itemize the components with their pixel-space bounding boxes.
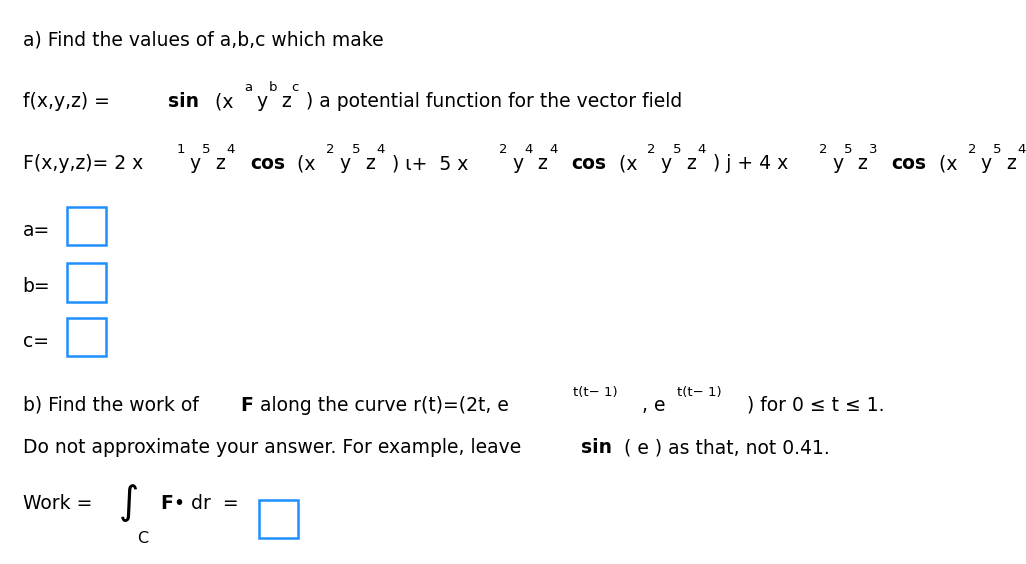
Text: a=: a=: [23, 221, 50, 240]
Text: y: y: [190, 154, 201, 173]
Text: ( e ) as that, not 0.41.: ( e ) as that, not 0.41.: [618, 438, 829, 457]
Text: (x: (x: [613, 154, 637, 173]
Text: y: y: [832, 154, 843, 173]
Text: a: a: [244, 81, 252, 94]
Text: z: z: [215, 154, 226, 173]
Text: (x: (x: [291, 154, 316, 173]
Text: 2: 2: [499, 143, 507, 156]
Text: 4: 4: [698, 143, 706, 156]
Text: y: y: [661, 154, 672, 173]
Text: , e: , e: [642, 395, 666, 415]
Text: 2: 2: [968, 143, 976, 156]
Text: 4: 4: [1018, 143, 1026, 156]
Text: C: C: [137, 531, 149, 545]
Text: 4: 4: [377, 143, 385, 156]
Text: 5: 5: [844, 143, 853, 156]
Text: 4: 4: [227, 143, 235, 156]
Text: 2: 2: [647, 143, 656, 156]
Text: cos: cos: [571, 154, 606, 173]
Text: 5: 5: [673, 143, 681, 156]
Text: y: y: [340, 154, 351, 173]
Text: F: F: [240, 395, 253, 415]
Text: c=: c=: [23, 332, 48, 351]
Text: b) Find the work of: b) Find the work of: [23, 395, 204, 415]
Text: ) for 0 ≤ t ≤ 1.: ) for 0 ≤ t ≤ 1.: [747, 395, 884, 415]
Text: along the curve r(t)=(2t, e: along the curve r(t)=(2t, e: [254, 395, 509, 415]
Text: 4: 4: [524, 143, 532, 156]
Text: cos: cos: [250, 154, 285, 173]
Text: t(t− 1): t(t− 1): [573, 386, 617, 399]
Text: 2: 2: [819, 143, 827, 156]
Text: b: b: [269, 81, 277, 94]
Text: z: z: [365, 154, 376, 173]
Text: ) ι+  5 x: ) ι+ 5 x: [392, 154, 468, 173]
Text: 3: 3: [869, 143, 877, 156]
Text: b=: b=: [23, 277, 50, 296]
Text: 5: 5: [352, 143, 360, 156]
Text: y: y: [981, 154, 992, 173]
Text: 5: 5: [993, 143, 1001, 156]
Text: ∫: ∫: [119, 484, 140, 522]
Text: (x: (x: [933, 154, 957, 173]
Text: 4: 4: [549, 143, 557, 156]
Text: 5: 5: [202, 143, 210, 156]
Text: z: z: [538, 154, 548, 173]
Text: t(t− 1): t(t− 1): [677, 386, 721, 399]
Text: a) Find the values of a,b,c which make: a) Find the values of a,b,c which make: [23, 30, 383, 49]
Text: sin: sin: [168, 92, 199, 111]
Text: z: z: [1007, 154, 1017, 173]
Bar: [67, 318, 106, 356]
Text: ) j + 4 x: ) j + 4 x: [713, 154, 788, 173]
Bar: [259, 500, 298, 538]
Text: c: c: [291, 81, 299, 94]
Text: f(x,y,z) =: f(x,y,z) =: [23, 92, 116, 111]
Text: • dr  =: • dr =: [174, 494, 245, 513]
Text: cos: cos: [892, 154, 926, 173]
Text: z: z: [281, 92, 291, 111]
Bar: [67, 207, 106, 245]
Text: ) a potential function for the vector field: ) a potential function for the vector fi…: [306, 92, 682, 111]
Text: (x: (x: [209, 92, 234, 111]
Text: F: F: [160, 494, 173, 513]
Text: y: y: [512, 154, 523, 173]
Text: sin: sin: [581, 438, 611, 457]
Text: z: z: [858, 154, 868, 173]
Text: Do not approximate your answer. For example, leave: Do not approximate your answer. For exam…: [23, 438, 526, 457]
Text: y: y: [256, 92, 268, 111]
Bar: [67, 263, 106, 302]
Text: 1: 1: [176, 143, 185, 156]
Text: 2: 2: [326, 143, 334, 156]
Text: z: z: [686, 154, 697, 173]
Text: Work =: Work =: [23, 494, 97, 513]
Text: F(x,y,z)= 2 x: F(x,y,z)= 2 x: [23, 154, 143, 173]
